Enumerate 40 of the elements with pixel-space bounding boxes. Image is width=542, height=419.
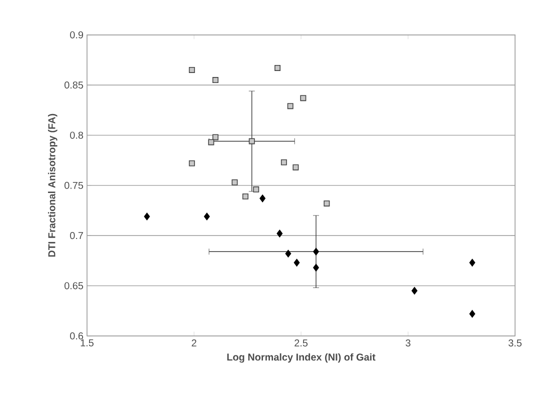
point (188, 67, 195, 73)
point (248, 138, 255, 144)
point (188, 160, 195, 166)
x-tick-label: 1.5 (80, 339, 94, 346)
point (287, 103, 294, 110)
x-tick-label: 2 (192, 339, 196, 346)
y-tick-label: 0.9 (70, 31, 84, 38)
point (300, 95, 306, 102)
y-tick-label: 0.6 (70, 332, 84, 340)
point (212, 134, 218, 140)
point (204, 212, 210, 220)
point (469, 310, 476, 318)
y-tick-label: 0.85 (64, 82, 84, 89)
point (242, 193, 248, 200)
point (313, 248, 319, 256)
point (294, 258, 300, 266)
x-tick-label: 2.5 (294, 339, 308, 346)
y-tick-label: 0.8 (70, 132, 84, 139)
point (469, 258, 476, 266)
y-tick-label: 0.75 (64, 182, 84, 189)
y-tick-label: 0.65 (64, 282, 84, 290)
point (313, 264, 319, 272)
point (144, 212, 150, 220)
point (324, 200, 330, 206)
y-axis-title: DTI Fractional Anisotropy (FA) (48, 114, 58, 257)
point (260, 194, 266, 202)
x-axis-title: Log Normalcy Index (NI) of Gait (227, 353, 376, 363)
point (208, 139, 214, 146)
x-tick-label: 3.5 (508, 339, 522, 346)
x-tick-label: 3 (406, 339, 410, 346)
point (212, 77, 218, 84)
point (292, 164, 299, 170)
point (253, 186, 260, 192)
y-tick-label: 0.7 (70, 232, 84, 240)
point (276, 230, 283, 238)
point (280, 159, 287, 166)
point (232, 179, 238, 186)
point (285, 250, 292, 258)
point (412, 286, 418, 295)
point (274, 65, 280, 71)
